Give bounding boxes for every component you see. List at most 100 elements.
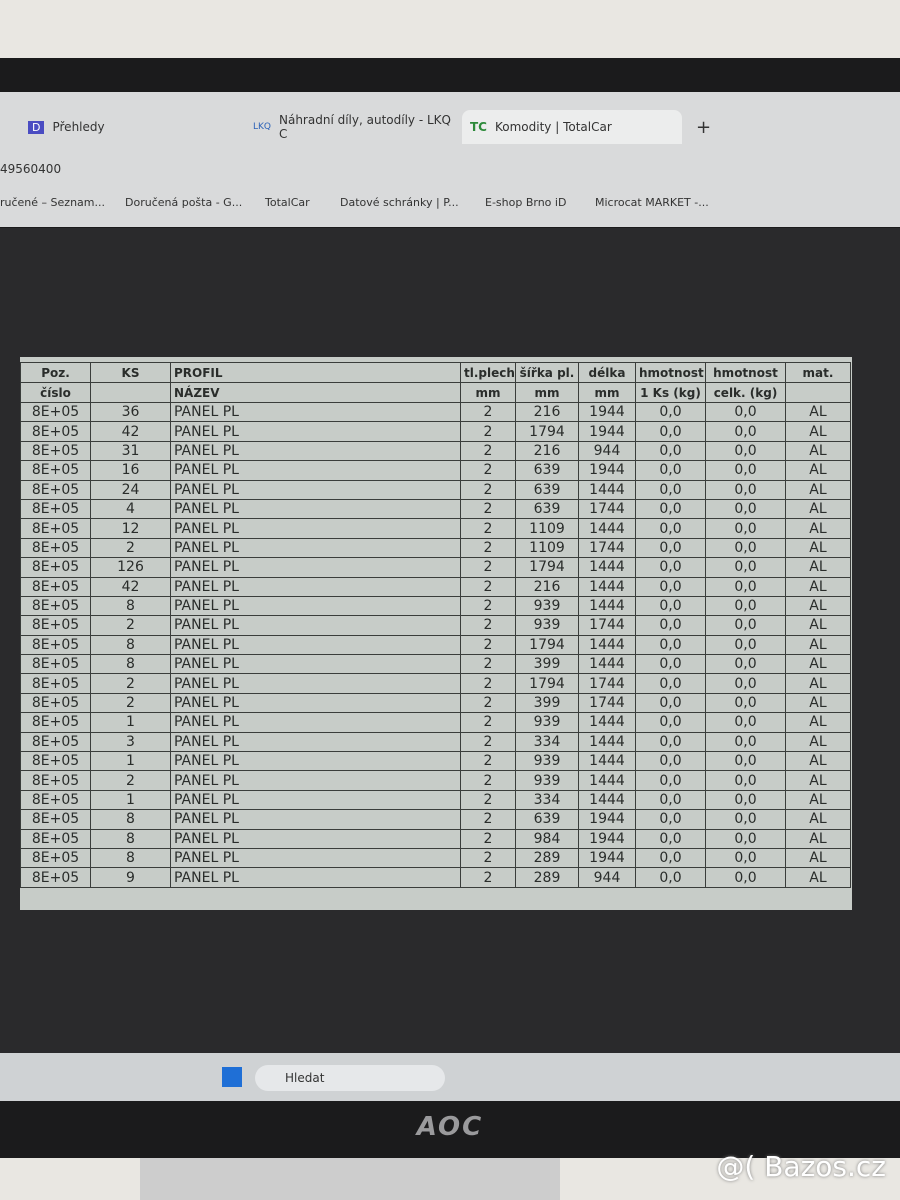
table-cell: PANEL PL <box>170 692 461 714</box>
bookmark[interactable]: Doručená pošta - G... <box>125 196 243 209</box>
tab[interactable]: TC Komodity | TotalCar <box>462 110 682 144</box>
table-cell: 1 <box>90 751 171 772</box>
table-cell: 1444 <box>578 751 636 772</box>
table-cell: 0,0 <box>705 751 786 772</box>
table-cell: 1444 <box>578 595 636 617</box>
table-cell: 8E+05 <box>20 751 91 772</box>
table-row: 8E+05 2 PANEL PL 2 1109 1744 0,0 0,0 AL <box>20 537 851 559</box>
table-cell: 2 <box>90 537 171 559</box>
table-cell: 8E+05 <box>20 654 91 675</box>
header-cell: šířka pl. <box>515 362 579 383</box>
table-cell: 0,0 <box>705 712 786 733</box>
table-cell: 1944 <box>578 847 636 869</box>
header-row: číslo NÁZEV mm mm mm 1 Ks (kg) celk. (kg) <box>20 382 851 403</box>
table-row: 8E+05 1 PANEL PL 2 939 1444 0,0 0,0 AL <box>20 751 851 772</box>
table-cell: 1794 <box>515 673 579 694</box>
table-cell: 2 <box>460 673 516 694</box>
table-cell: 334 <box>515 731 579 753</box>
table-row: 8E+05 2 PANEL PL 2 939 1444 0,0 0,0 AL <box>20 770 851 791</box>
table-cell: 0,0 <box>635 789 706 811</box>
table-row: 8E+05 8 PANEL PL 2 939 1444 0,0 0,0 AL <box>20 595 851 617</box>
table-cell: 2 <box>460 654 516 675</box>
table-cell: 2 <box>460 809 516 830</box>
table-cell: 1444 <box>578 712 636 733</box>
bookmark[interactable]: TotalCar <box>265 196 310 209</box>
table-cell: 0,0 <box>705 518 786 539</box>
table-cell: 0,0 <box>705 847 786 869</box>
table-cell: 2 <box>460 557 516 578</box>
table-cell: 1794 <box>515 421 579 442</box>
table-cell: 1 <box>90 789 171 811</box>
tab[interactable]: LKQ Náhradní díly, autodíly - LKQ C <box>245 110 460 144</box>
taskbar-search[interactable]: Hledat <box>255 1065 445 1091</box>
table-cell: 8E+05 <box>20 479 91 500</box>
table-cell: PANEL PL <box>170 634 461 656</box>
monitor-stand <box>140 1158 560 1200</box>
table-cell: 8E+05 <box>20 498 91 520</box>
table-cell: 1444 <box>578 770 636 791</box>
table-cell: 1444 <box>578 576 636 597</box>
table-cell: 2 <box>460 634 516 656</box>
table-cell: 2 <box>460 770 516 791</box>
table-cell: 8E+05 <box>20 731 91 753</box>
bookmark[interactable]: Microcat MARKET -... <box>595 196 709 209</box>
new-tab-button[interactable]: + <box>696 116 712 138</box>
address-bar[interactable]: 49560400 <box>0 162 62 176</box>
table-cell: 1444 <box>578 654 636 675</box>
table-row: 8E+05 8 PANEL PL 2 1794 1444 0,0 0,0 AL <box>20 634 851 656</box>
browser-chrome <box>0 92 900 227</box>
table-cell: 0,0 <box>635 479 706 500</box>
bookmark[interactable]: ručené – Seznam... <box>0 196 105 209</box>
tab[interactable]: D Přehledy <box>20 110 235 144</box>
table-cell: 8E+05 <box>20 440 91 462</box>
table-cell: 0,0 <box>705 867 786 888</box>
table-cell: 2 <box>460 537 516 559</box>
table-row: 8E+05 42 PANEL PL 2 1794 1944 0,0 0,0 AL <box>20 421 851 442</box>
table-cell: 0,0 <box>705 440 786 462</box>
table-cell: 8 <box>90 595 171 617</box>
table-row: 8E+05 126 PANEL PL 2 1794 1444 0,0 0,0 AL <box>20 557 851 578</box>
table-cell: 8E+05 <box>20 712 91 733</box>
table-cell: 0,0 <box>635 770 706 791</box>
table-cell: PANEL PL <box>170 847 461 869</box>
table-cell: PANEL PL <box>170 770 461 791</box>
table-cell: 1744 <box>578 498 636 520</box>
table-cell: 0,0 <box>705 576 786 597</box>
header-cell: NÁZEV <box>170 382 461 403</box>
tab-title: Náhradní díly, autodíly - LKQ C <box>279 113 451 141</box>
table-cell: 944 <box>578 867 636 888</box>
header-cell: hmotnost <box>635 362 706 383</box>
table-cell: 939 <box>515 712 579 733</box>
table-cell: 289 <box>515 847 579 869</box>
start-button[interactable] <box>222 1067 242 1087</box>
bookmark[interactable]: Datové schránky | P... <box>340 196 459 209</box>
table-cell: 0,0 <box>705 828 786 849</box>
table-cell: 939 <box>515 770 579 791</box>
table-cell: 0,0 <box>635 576 706 597</box>
table-cell: 0,0 <box>705 809 786 830</box>
table-cell: 984 <box>515 828 579 849</box>
table-cell: 0,0 <box>705 770 786 791</box>
table-cell: 8E+05 <box>20 537 91 559</box>
table-cell: 2 <box>460 712 516 733</box>
bookmark[interactable]: E-shop Brno iD <box>485 196 567 209</box>
table-cell: 2 <box>460 789 516 811</box>
table-cell: 2 <box>460 421 516 442</box>
table-cell: 289 <box>515 867 579 888</box>
table-cell: 639 <box>515 479 579 500</box>
table-cell: 0,0 <box>635 401 706 423</box>
table-cell: 0,0 <box>705 557 786 578</box>
table-cell: 8E+05 <box>20 401 91 423</box>
table-cell: AL <box>785 770 851 791</box>
table-cell: 8 <box>90 809 171 830</box>
table-row: 8E+05 2 PANEL PL 2 1794 1744 0,0 0,0 AL <box>20 673 851 694</box>
table-cell: 1444 <box>578 731 636 753</box>
table-cell: 0,0 <box>635 692 706 714</box>
table-cell: 0,0 <box>705 401 786 423</box>
header-cell: tl.plechu <box>460 362 516 383</box>
header-cell <box>90 382 171 403</box>
table-cell: 0,0 <box>705 421 786 442</box>
table-cell: 0,0 <box>635 634 706 656</box>
